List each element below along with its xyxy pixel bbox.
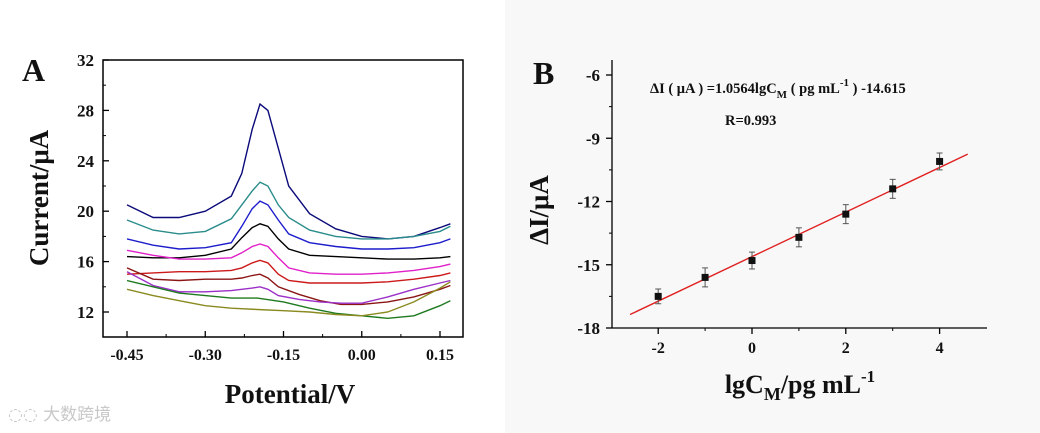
y-tick-label-a: 20 <box>77 202 94 221</box>
fit-equation-sup: -1 <box>840 77 849 89</box>
data-point <box>748 257 756 265</box>
curve-black <box>126 223 451 260</box>
panel-label-a: A <box>22 52 46 88</box>
watermark-icon: ◌◌ <box>8 405 44 425</box>
x-tick-label-b: 4 <box>936 340 944 357</box>
x-axis-label-b: lgCM/pg mL-1 <box>725 367 875 404</box>
panel-b-background <box>505 0 1040 433</box>
curve-blue <box>126 200 451 250</box>
data-point <box>842 210 850 218</box>
y-tick-label-a: 32 <box>77 51 94 70</box>
points-group-b <box>654 152 944 305</box>
y-tick-label-a: 24 <box>77 152 95 171</box>
curve-teal <box>126 181 451 240</box>
y-tick-label-b: -9 <box>586 129 600 148</box>
x-tick-label-b: 2 <box>842 340 850 357</box>
curve-dark-red <box>126 267 451 306</box>
panel-label-b: B <box>533 55 555 91</box>
data-point <box>654 292 662 300</box>
curve-magenta <box>126 243 451 275</box>
watermark-text: 大数跨境 <box>43 405 112 425</box>
data-point <box>936 157 944 165</box>
x-tick-label-b: -2 <box>652 340 665 357</box>
x-tick-label-a: 0.00 <box>348 347 376 364</box>
x-tick-label-a: -0.30 <box>189 347 222 364</box>
series-group-a <box>126 102 451 320</box>
curve-green <box>126 279 451 320</box>
curve-purple <box>126 271 451 304</box>
r-value: R=0.993 <box>725 113 776 129</box>
x-tick-label-a: -0.15 <box>267 347 300 364</box>
y-tick-label-a: 12 <box>77 303 94 322</box>
fit-equation: ΔI ( μA ) =1.0564lgCM ( pg mL-1 ) -14.61… <box>650 77 906 101</box>
y-tick-label-b: -15 <box>577 256 600 275</box>
y-tick-label-b: -6 <box>586 66 600 85</box>
fit-equation-part2: ( pg mL <box>787 81 840 97</box>
x-label-b-sub: M <box>764 384 781 404</box>
x-ticks-a: -0.45 -0.30 -0.15 0.00 0.15 <box>110 331 454 364</box>
chart-a: -0.45 -0.30 -0.15 0.00 0.15 12 16 20 24 28 32 Pot… <box>24 51 464 409</box>
y-tick-label-a: 16 <box>77 253 94 272</box>
fit-equation-part3: ) -14.615 <box>849 81 906 97</box>
watermark: ◌◌ 大数跨境 <box>8 400 111 425</box>
data-point <box>701 273 709 281</box>
x-label-b-sup: -1 <box>861 367 875 386</box>
curve-navy <box>126 102 451 240</box>
y-axis-label-a: Current/μA <box>24 129 54 266</box>
x-tick-label-a: -0.45 <box>110 347 143 364</box>
y-ticks-b: -6 -9 -12 -15 -18 <box>577 66 612 338</box>
y-tick-label-b: -12 <box>577 193 600 212</box>
x-ticks-b: -2 0 2 4 <box>652 328 944 357</box>
chart-b: -2 0 2 4 -6 -9 -12 -15 -18 ΔI ( μA ) =1.0564lgC… <box>524 60 987 404</box>
y-ticks-a: 12 16 20 24 28 32 <box>77 51 109 322</box>
curve-olive <box>126 281 451 317</box>
x-label-b-main: lgC <box>725 370 764 399</box>
y-tick-label-b: -18 <box>577 319 600 338</box>
y-axis-label-b: ΔI/μA <box>524 175 554 245</box>
fit-equation-sub: M <box>777 89 788 101</box>
plot-frame-a <box>102 59 464 338</box>
data-point <box>889 185 897 193</box>
curve-red <box>126 259 451 284</box>
fit-equation-part1: ΔI ( μA ) =1.0564lgC <box>650 81 777 97</box>
data-point <box>795 233 803 241</box>
x-axis-label-a: Potential/V <box>225 379 356 409</box>
y-tick-label-a: 28 <box>77 101 94 120</box>
x-label-b-rest: /pg mL <box>780 370 861 399</box>
x-tick-label-b: 0 <box>748 340 756 357</box>
x-tick-label-a: 0.15 <box>426 347 454 364</box>
